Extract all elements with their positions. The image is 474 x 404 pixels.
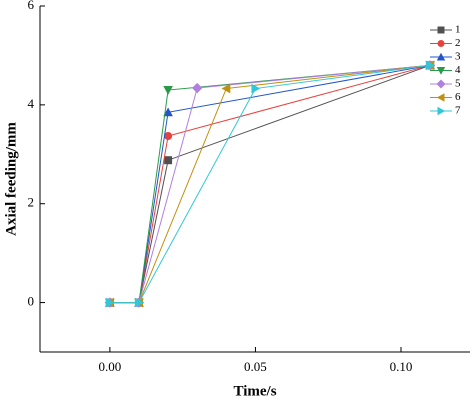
data-point xyxy=(164,131,173,140)
data-point xyxy=(164,156,173,165)
data-point xyxy=(192,82,203,94)
data-point xyxy=(426,60,435,71)
legend-marker xyxy=(437,26,445,34)
legend-marker xyxy=(436,52,446,61)
y-axis-label: Axial feeding/mm xyxy=(3,122,19,236)
legend-label: 6 xyxy=(455,91,461,103)
data-point xyxy=(105,297,115,308)
x-tick-label: 0.10 xyxy=(390,359,413,374)
legend-marker xyxy=(436,93,445,102)
legend-marker xyxy=(436,67,446,75)
y-tick-label: 2 xyxy=(28,195,35,210)
series-line xyxy=(109,64,431,304)
data-point xyxy=(221,83,231,94)
legend-marker xyxy=(437,40,445,47)
legend-marker xyxy=(437,106,446,116)
legend-label: 3 xyxy=(455,51,461,63)
legend-label: 5 xyxy=(455,78,461,90)
y-tick-label: 0 xyxy=(28,294,35,309)
legend-label: 7 xyxy=(455,105,461,117)
data-point xyxy=(251,83,261,94)
x-tick-label: 0.05 xyxy=(244,359,267,374)
x-axis-label: Time/s xyxy=(233,383,276,399)
legend-label: 4 xyxy=(455,64,461,76)
legend-label: 1 xyxy=(455,24,461,36)
data-point xyxy=(163,86,173,95)
y-tick-label: 4 xyxy=(28,96,35,111)
legend-marker xyxy=(436,79,446,89)
data-point xyxy=(163,107,173,117)
y-tick-label: 6 xyxy=(28,0,35,12)
x-tick-label: 0.00 xyxy=(98,359,121,374)
data-point xyxy=(134,297,144,308)
legend-label: 2 xyxy=(455,37,461,49)
